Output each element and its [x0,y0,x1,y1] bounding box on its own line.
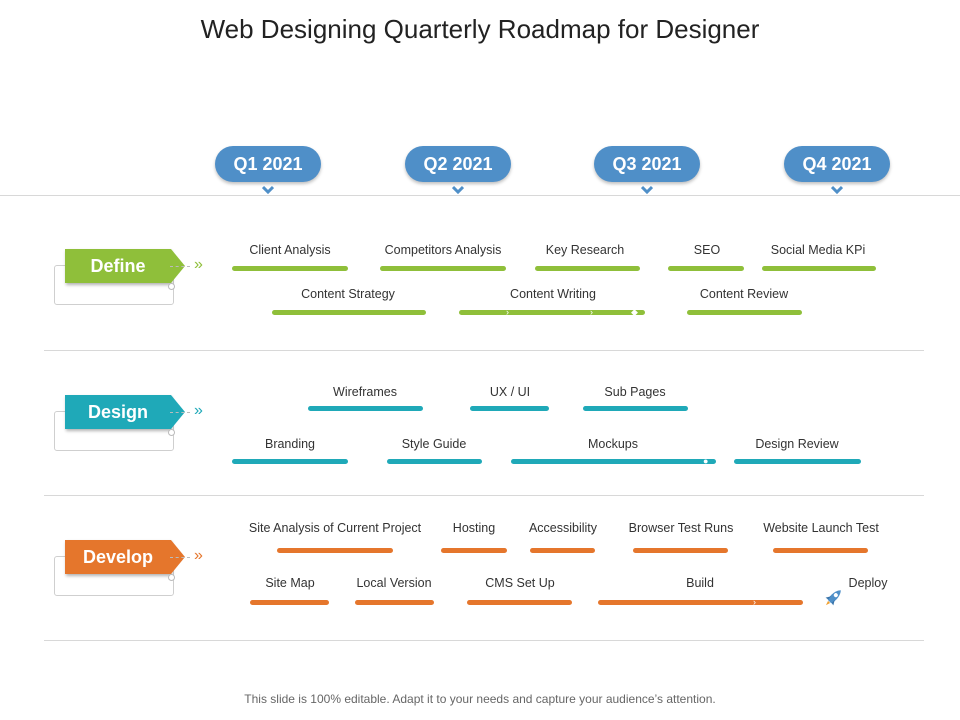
section-divider [44,350,924,351]
task-bar [459,310,645,315]
task-label: Hosting [452,521,496,535]
quarter-q2: Q2 2021 [405,146,511,182]
task-label: Content Review [699,287,789,301]
task-bar [232,266,348,271]
task-bar [277,548,393,553]
double-chevron-icon: » [194,402,203,419]
task-label: SEO [693,243,721,257]
task-label: Content Strategy [301,287,395,301]
chevron-right-icon: › [590,307,593,317]
page-title: Web Designing Quarterly Roadmap for Desi… [200,14,760,44]
task-bar [250,600,329,605]
task-bar [467,600,572,605]
chevron-right-icon: › [506,307,509,317]
task-bar [734,459,861,464]
task-label: Site Map [265,576,315,590]
task-label: Website Launch Test [763,521,879,535]
task-bar [598,600,803,605]
quarter-q4: Q4 2021 [784,146,890,182]
task-bar [668,266,744,271]
task-bar [272,310,426,315]
task-label: Accessibility [528,521,598,535]
section-divider [44,495,924,496]
double-chevron-icon: » [194,547,203,564]
connector-line [170,557,190,558]
diamond-marker-icon: ◆ [631,307,638,317]
task-bar [530,548,595,553]
chevron-down-icon [452,185,464,195]
category-develop: Develop [65,540,171,574]
task-label: Competitors Analysis [384,243,502,257]
task-label: Local Version [356,576,432,590]
category-design: Design [65,395,171,429]
category-define: Define [65,249,171,283]
task-bar [387,459,482,464]
timeline-divider [0,195,960,196]
connector-dot [168,283,175,290]
task-bar [308,406,423,411]
task-bar [583,406,688,411]
task-label: Branding [264,437,316,451]
quarter-q1: Q1 2021 [215,146,321,182]
double-chevron-icon: » [194,256,203,273]
rocket-icon [825,590,841,606]
task-bar [441,548,507,553]
dot-marker-icon: ● [703,456,709,466]
task-bar [355,600,434,605]
task-label: Build [686,576,714,590]
task-bar [232,459,348,464]
task-label: Design Review [755,437,839,451]
task-label: UX / UI [489,385,531,399]
connector-line [170,412,190,413]
task-bar [762,266,876,271]
task-bar [470,406,549,411]
connector-line [170,266,190,267]
task-bar [773,548,868,553]
chevron-right-icon: › [753,597,756,607]
task-label: Social Media KPi [770,243,866,257]
task-label: Mockups [587,437,639,451]
connector-dot [168,574,175,581]
task-label: Key Research [545,243,625,257]
task-bar [535,266,640,271]
task-label: Browser Test Runs [628,521,734,535]
task-label: Style Guide [401,437,467,451]
task-label: Deploy [848,576,888,590]
task-bar [633,548,728,553]
task-bar [687,310,802,315]
chevron-down-icon [641,185,653,195]
task-label: CMS Set Up [485,576,555,590]
chevron-down-icon [262,185,274,195]
task-bar [380,266,506,271]
section-divider [44,640,924,641]
task-label: Sub Pages [604,385,666,399]
quarter-q3: Q3 2021 [594,146,700,182]
connector-dot [168,429,175,436]
task-label: Client Analysis [249,243,331,257]
chevron-down-icon [831,185,843,195]
task-label: Content Writing [510,287,596,301]
task-label: Wireframes [333,385,397,399]
task-bar [511,459,716,464]
footer-note: This slide is 100% editable. Adapt it to… [244,692,716,706]
task-label: Site Analysis of Current Project [248,521,422,535]
